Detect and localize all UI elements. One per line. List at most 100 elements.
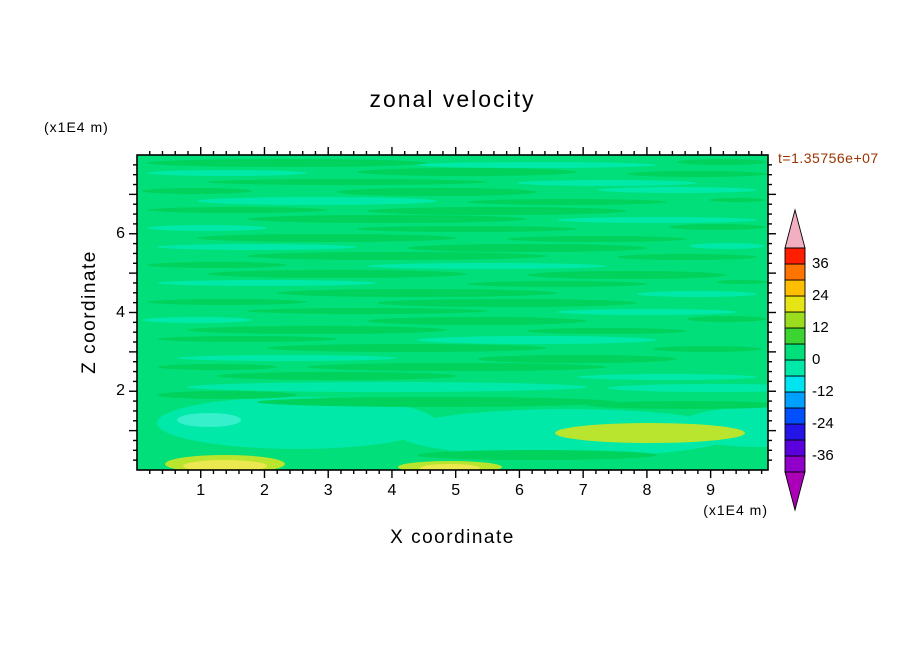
contour-blob [147, 207, 327, 213]
contour-blob [142, 188, 252, 194]
contour-blob [687, 316, 767, 322]
colorbar-tick-label: -12 [812, 383, 834, 400]
contour-blob [607, 384, 768, 392]
contour-blob [147, 170, 307, 176]
contour-blob [247, 308, 487, 314]
colorbar-segment [784, 407, 806, 425]
contour-blob [257, 397, 617, 407]
colorbar-tick-label: 24 [812, 287, 829, 304]
contour-blob [417, 450, 657, 460]
x-axis-unit-label: (x1E4 m) [703, 502, 768, 518]
plot-title: zonal velocity [369, 86, 536, 112]
contour-blob [709, 198, 765, 202]
colorbar-segment [784, 455, 806, 473]
colorbar-arrow-bottom [784, 471, 806, 512]
colorbar-segment [784, 327, 806, 345]
contour-blob [147, 262, 287, 268]
contour-blob [557, 309, 737, 315]
contour-blob [147, 159, 427, 167]
contour-blob [367, 317, 587, 325]
colorbar-segment [784, 439, 806, 457]
colorbar-tick-label: -36 [812, 447, 834, 464]
colorbar-segment [784, 391, 806, 409]
x-tick-label: 1 [196, 482, 206, 499]
contour-blob [267, 344, 547, 352]
x-tick-label: 6 [514, 482, 524, 499]
colorbar-tick-label: 36 [812, 255, 829, 272]
contour-blob [417, 162, 657, 168]
contour-blob [157, 280, 377, 286]
contour-field [137, 155, 768, 470]
contour-blob [157, 391, 297, 399]
contour-blob [187, 326, 447, 334]
contour-blob [357, 168, 577, 176]
contour-blob [157, 364, 277, 370]
plot-frame [136, 154, 769, 471]
contour-blob [207, 270, 467, 278]
colorbar-segment [784, 343, 806, 361]
colorbar-segment [784, 295, 806, 313]
colorbar [784, 208, 806, 512]
contour-blob [577, 374, 757, 380]
contour-blob [467, 281, 647, 287]
z-axis-title: Z coordinate [79, 250, 100, 374]
contour-blob [183, 460, 267, 470]
z-tick-label: 2 [116, 382, 125, 400]
axes-frame [129, 147, 776, 478]
contour-blob [357, 226, 577, 232]
contour-blob [187, 382, 587, 392]
contour-blob [420, 464, 480, 470]
colorbar-tick-label: -24 [812, 415, 834, 432]
contour-blob [177, 355, 397, 361]
contour-blob [555, 423, 745, 443]
contour-blob [197, 197, 437, 205]
contour-blob [277, 289, 557, 297]
contour-blob [367, 207, 627, 215]
contour-blob [367, 263, 607, 269]
colorbar-arrow-top [784, 208, 806, 249]
contour-blob [197, 234, 457, 242]
contour-blob [407, 244, 647, 252]
colorbar-segment [784, 375, 806, 393]
contour-blob [157, 397, 437, 449]
contour-blob [477, 355, 677, 363]
contour-blob [142, 317, 252, 323]
contour-blob [689, 243, 765, 249]
x-tick-label: 2 [260, 482, 269, 499]
contour-blob [507, 236, 687, 242]
contour-blob [557, 217, 757, 223]
z-axis-unit-label: (x1E4 m) [44, 119, 109, 135]
field-blobs [137, 155, 768, 470]
colorbar-tick-label: 12 [812, 319, 829, 336]
contour-blob [247, 215, 527, 223]
contour-blob [177, 413, 241, 427]
contour-blob [627, 171, 767, 177]
x-tick-label: 8 [642, 482, 652, 499]
contour-blob [597, 187, 757, 193]
contour-blob [617, 254, 757, 260]
contour-blob [652, 346, 762, 352]
z-tick-label: 4 [116, 303, 125, 321]
contour-blob [247, 252, 547, 260]
contour-blob [467, 199, 667, 205]
contour-blob [669, 224, 765, 230]
x-axis-title: X coordinate [390, 527, 515, 548]
colorbar-tick-label: 0 [812, 351, 821, 368]
x-tick-label: 5 [451, 482, 461, 499]
contour-blob [527, 271, 727, 279]
contour-blob [207, 179, 487, 185]
contour-blob [157, 336, 337, 342]
contour-blob [147, 299, 307, 305]
contour-blob [417, 336, 657, 344]
contour-blob [157, 244, 357, 250]
z-tick-label: 6 [116, 224, 125, 242]
contour-blob [217, 372, 457, 380]
contour-blob [587, 401, 768, 409]
x-tick-label: 7 [578, 482, 588, 499]
colorbar-segment [784, 263, 806, 281]
contour-blob [377, 299, 637, 307]
contour-blob [527, 328, 687, 334]
contour-blob [147, 225, 267, 231]
contour-blob [716, 280, 768, 284]
colorbar-segment [784, 359, 806, 377]
